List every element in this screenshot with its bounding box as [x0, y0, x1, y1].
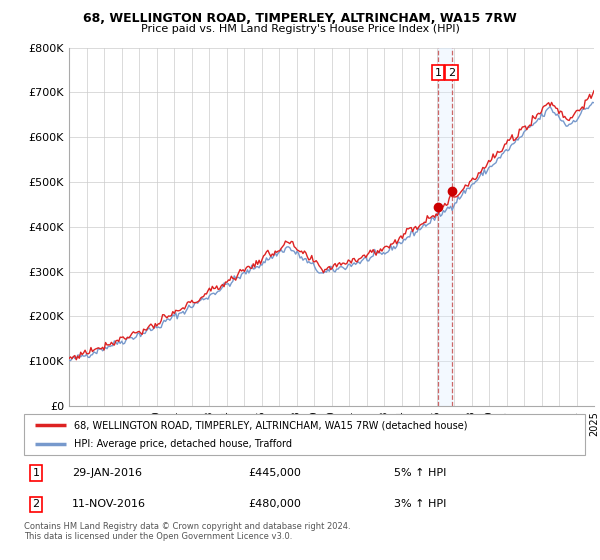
Text: 11-NOV-2016: 11-NOV-2016: [71, 500, 146, 510]
Text: 1: 1: [434, 68, 442, 78]
Text: £445,000: £445,000: [248, 468, 301, 478]
Text: 68, WELLINGTON ROAD, TIMPERLEY, ALTRINCHAM, WA15 7RW (detached house): 68, WELLINGTON ROAD, TIMPERLEY, ALTRINCH…: [74, 421, 468, 430]
Text: 5% ↑ HPI: 5% ↑ HPI: [394, 468, 446, 478]
FancyBboxPatch shape: [24, 414, 585, 455]
Text: 3% ↑ HPI: 3% ↑ HPI: [394, 500, 446, 510]
Text: HPI: Average price, detached house, Trafford: HPI: Average price, detached house, Traf…: [74, 439, 292, 449]
Text: Price paid vs. HM Land Registry's House Price Index (HPI): Price paid vs. HM Land Registry's House …: [140, 24, 460, 34]
Text: £480,000: £480,000: [248, 500, 301, 510]
Text: 2: 2: [448, 68, 455, 78]
Text: 1: 1: [32, 468, 40, 478]
Text: 2: 2: [32, 500, 40, 510]
Text: 68, WELLINGTON ROAD, TIMPERLEY, ALTRINCHAM, WA15 7RW: 68, WELLINGTON ROAD, TIMPERLEY, ALTRINCH…: [83, 12, 517, 25]
Bar: [438, 48, 452, 406]
Text: Contains HM Land Registry data © Crown copyright and database right 2024.
This d: Contains HM Land Registry data © Crown c…: [24, 522, 350, 542]
Text: 29-JAN-2016: 29-JAN-2016: [71, 468, 142, 478]
